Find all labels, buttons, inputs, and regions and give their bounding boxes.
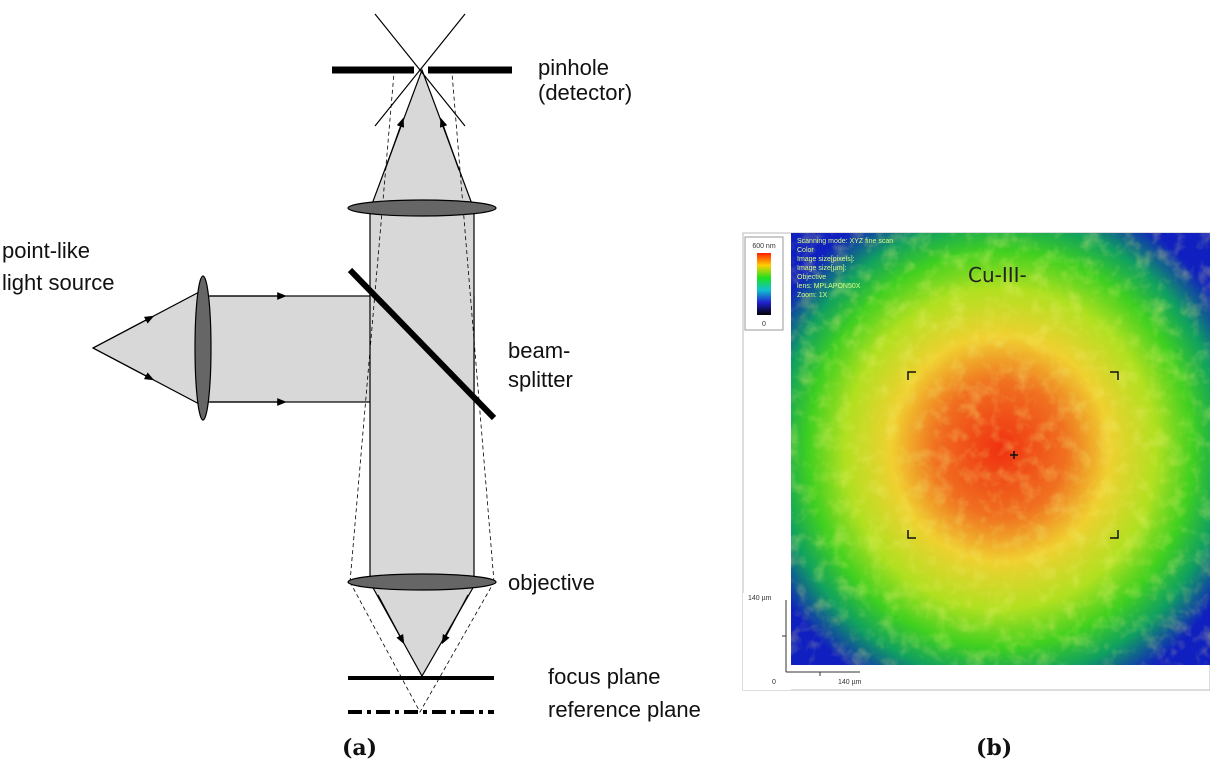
info-line: Image size[pixels]: xyxy=(797,256,855,263)
scale-label: 140 µm xyxy=(838,679,862,686)
colorbar-label: 0 xyxy=(762,321,766,328)
label: reference plane xyxy=(548,697,701,722)
label: splitter xyxy=(508,367,573,392)
info-line: Objective xyxy=(797,274,826,281)
colorbar xyxy=(757,253,771,315)
sample-label: Cu-III- xyxy=(968,263,1027,287)
info-line: Color xyxy=(797,247,814,254)
height-map: 600 nm 0 Scanning mode: XYZ fine scan Col… xyxy=(743,233,1210,690)
scale-label: 0 xyxy=(772,679,776,686)
heatmap-texture xyxy=(791,233,1210,665)
caption: (b) xyxy=(976,735,1012,761)
source-cone xyxy=(93,290,203,406)
label: (detector) xyxy=(538,80,632,105)
figure: pinhole (detector) point-like light sour… xyxy=(0,0,1210,769)
label: objective xyxy=(508,570,595,595)
label: beam- xyxy=(508,338,570,363)
objective-lens xyxy=(348,574,496,590)
lower-cone xyxy=(372,586,474,676)
upper-lens xyxy=(348,200,496,216)
label: pinhole xyxy=(538,55,609,80)
colorbar-label: 600 nm xyxy=(752,243,776,250)
label: light source xyxy=(2,270,115,295)
scale-box xyxy=(743,593,791,690)
label: point-like xyxy=(2,238,90,263)
scale-label: 140 µm xyxy=(748,595,772,602)
info-line: Image size[µm]: xyxy=(797,265,847,272)
optics-diagram xyxy=(93,14,512,712)
vertical-beam xyxy=(370,208,474,582)
upper-cone xyxy=(372,70,472,204)
caption: (a) xyxy=(342,735,377,761)
info-line: Zoom: 1X xyxy=(797,292,828,299)
info-line: lens: MPLAPON50X xyxy=(797,283,861,290)
info-line: Scanning mode: XYZ fine scan xyxy=(797,238,893,245)
source-lens xyxy=(195,276,211,420)
label: focus plane xyxy=(548,664,661,689)
